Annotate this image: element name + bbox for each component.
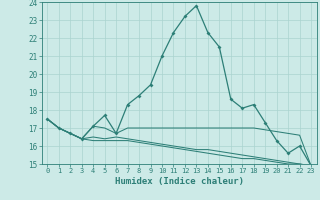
- X-axis label: Humidex (Indice chaleur): Humidex (Indice chaleur): [115, 177, 244, 186]
